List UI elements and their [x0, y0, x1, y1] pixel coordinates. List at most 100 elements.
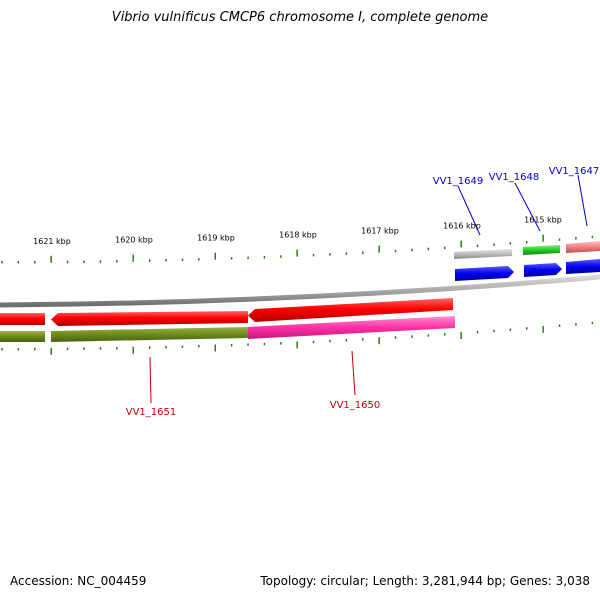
- lower-scale-minor-tick: [66, 347, 69, 351]
- upper-scale-minor-tick: [575, 237, 577, 240]
- lower-scale-minor-tick: [148, 346, 151, 349]
- gene-label-vv1-1648[interactable]: VV1_1648: [489, 172, 540, 183]
- upper-scale-minor-tick: [181, 258, 184, 262]
- upper-scale-minor-tick: [165, 259, 167, 262]
- lower-scale-minor-tick: [444, 333, 446, 336]
- upper-scale-minor-tick: [83, 260, 85, 263]
- upper-scale-minor-tick: [558, 238, 561, 241]
- upper-scale-major-tick: [214, 252, 216, 260]
- upper-scale-minor-tick: [411, 248, 413, 252]
- cds-vv1-1651: [0, 313, 45, 325]
- upper-scale-ticks: [1, 234, 594, 264]
- scale-tick-label: 1618 kbp: [279, 231, 317, 240]
- upper-scale-minor-tick: [394, 249, 397, 253]
- lower-scale-minor-tick: [526, 327, 528, 330]
- lower-scale-minor-tick: [181, 345, 184, 348]
- scale-tick-label: 1617 kbp: [361, 227, 399, 236]
- cds-vv1-1651-arrow: [51, 311, 248, 326]
- lower-scale-minor-tick: [362, 338, 364, 341]
- upper-scale-major-tick: [50, 255, 52, 263]
- lower-scale-minor-tick: [34, 347, 36, 351]
- upper-scale-minor-tick: [17, 261, 20, 264]
- leader-vv1-1649: [457, 185, 481, 236]
- upper-scale-minor-tick: [427, 247, 430, 251]
- lower-scale-minor-tick: [116, 347, 118, 350]
- lower-scale-major-tick: [50, 347, 52, 355]
- lower-scale-minor-tick: [394, 336, 397, 339]
- gene-vv1-1647-feature: [566, 241, 600, 253]
- upper-scale-minor-tick: [329, 253, 331, 256]
- cds-vv1-1649: [455, 266, 514, 281]
- scale-tick-label: 1619 kbp: [197, 234, 235, 243]
- gene-label-vv1-1650[interactable]: VV1_1650: [330, 400, 381, 411]
- lower-scale-minor-tick: [411, 335, 413, 338]
- gene-vv1-1649-feature: [454, 249, 512, 259]
- gene-vv1-1650-feature: [248, 316, 455, 339]
- lower-scale-minor-tick: [509, 328, 512, 331]
- upper-scale-minor-tick: [312, 253, 315, 257]
- lower-scale-minor-tick: [165, 345, 167, 349]
- lower-scale-minor-tick: [247, 343, 249, 346]
- upper-scale-minor-tick: [116, 260, 118, 263]
- upper-scale-major-tick: [460, 240, 462, 248]
- scale-tick-label: 1621 kbp: [33, 237, 71, 246]
- lower-scale-major-tick: [542, 325, 544, 333]
- upper-scale-minor-tick: [99, 260, 102, 263]
- leader-vv1-1648: [514, 182, 541, 232]
- lower-scale-minor-tick: [329, 339, 331, 343]
- upper-scale-major-tick: [378, 245, 380, 253]
- lower-scale-ticks: [1, 321, 594, 355]
- gene-vv1-1648-feature: [523, 245, 560, 255]
- upper-scale-major-tick: [296, 249, 298, 257]
- chromosome-backbone: [0, 274, 600, 308]
- upper-scale-minor-tick: [493, 243, 495, 246]
- gene-label-vv1-1649[interactable]: VV1_1649: [433, 176, 484, 187]
- upper-scale-minor-tick: [526, 241, 528, 244]
- upper-scale-minor-tick: [476, 244, 479, 247]
- upper-scale-minor-tick: [1, 261, 3, 264]
- upper-scale-minor-tick: [198, 258, 200, 261]
- upper-scale-minor-tick: [263, 256, 266, 259]
- upper-scale-minor-tick: [362, 251, 364, 254]
- upper-scale-minor-tick: [34, 260, 36, 264]
- lower-scale-minor-tick: [263, 342, 266, 346]
- lower-scale-minor-tick: [280, 342, 282, 345]
- lower-scale-minor-tick: [198, 345, 200, 348]
- accession-text: Accession: NC_004459: [10, 574, 147, 588]
- lower-scale-minor-tick: [493, 329, 495, 333]
- upper-scale-major-tick: [132, 254, 134, 262]
- upper-scale-minor-tick: [280, 255, 282, 258]
- upper-scale-minor-tick: [148, 259, 151, 262]
- lower-scale-major-tick: [378, 337, 380, 345]
- lower-scale-minor-tick: [575, 323, 577, 326]
- cds-vv1-1648: [524, 263, 562, 277]
- lower-scale-minor-tick: [83, 347, 85, 350]
- upper-scale-minor-tick: [591, 235, 594, 239]
- gene-label-vv1-1647[interactable]: VV1_1647: [549, 166, 600, 177]
- upper-scale-minor-tick: [230, 257, 233, 260]
- upper-scale-minor-tick: [509, 242, 512, 245]
- upper-scale-minor-tick: [247, 256, 249, 260]
- cds-vv1-1650-arrow: [248, 298, 453, 322]
- leader-vv1-1650: [351, 350, 356, 396]
- lower-scale-major-tick: [460, 332, 462, 339]
- lower-scale-minor-tick: [591, 321, 594, 325]
- lower-scale-major-tick: [132, 346, 134, 354]
- lower-scale-minor-tick: [230, 344, 233, 347]
- leader-vv1-1651: [149, 356, 152, 404]
- leader-vv1-1647: [577, 174, 588, 227]
- lower-scale-minor-tick: [427, 334, 430, 337]
- upper-scale-minor-tick: [444, 246, 446, 250]
- gene-label-vv1-1651[interactable]: VV1_1651: [126, 407, 177, 418]
- lower-scale-minor-tick: [345, 339, 348, 342]
- upper-scale-minor-tick: [66, 260, 69, 264]
- lower-scale-major-tick: [214, 344, 216, 352]
- genome-summary-text: Topology: circular; Length: 3,281,944 bp…: [260, 574, 590, 588]
- scale-tick-label: 1616 kbp: [443, 222, 481, 231]
- gene-vv1-1651-feature-left: [0, 331, 45, 342]
- upper-scale-minor-tick: [345, 252, 348, 255]
- lower-scale-minor-tick: [312, 340, 315, 344]
- scale-tick-label: 1620 kbp: [115, 236, 153, 245]
- lower-scale-minor-tick: [476, 330, 479, 334]
